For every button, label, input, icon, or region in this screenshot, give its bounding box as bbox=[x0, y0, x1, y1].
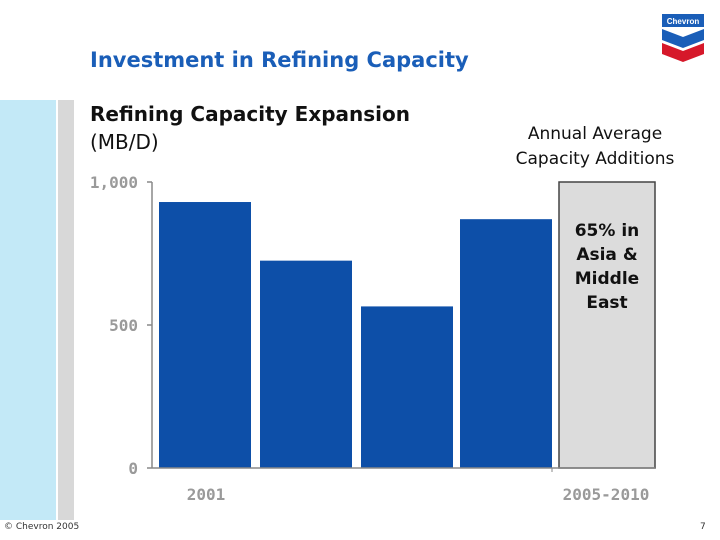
highlight-text-line-2: Asia & bbox=[576, 245, 637, 265]
x-label-2001: 2001 bbox=[187, 485, 226, 504]
annual-heading-line1: Annual Average bbox=[527, 124, 663, 144]
y-tick-label-0: 0 bbox=[128, 459, 138, 478]
highlight-text-line-4: East bbox=[586, 293, 627, 313]
x-label-2005-2010: 2005-2010 bbox=[563, 485, 650, 504]
chart-heading-text: Refining Capacity Expansion bbox=[90, 102, 411, 126]
annual-heading: Annual Average Capacity Additions bbox=[490, 122, 700, 172]
copyright-text: © Chevron 2005 bbox=[4, 522, 80, 532]
page-number: 7 bbox=[700, 522, 706, 532]
annual-heading-line2: Capacity Additions bbox=[515, 149, 675, 169]
left-accent-stripe bbox=[0, 100, 56, 520]
annual-average-box bbox=[558, 181, 656, 469]
logo-text: Chevron bbox=[667, 17, 700, 26]
chart-heading: Refining Capacity Expansion (MB/D) bbox=[90, 100, 410, 156]
chart-unit: (MB/D) bbox=[90, 130, 159, 154]
highlight-text-line-1: 65% in bbox=[575, 221, 640, 241]
left-grey-stripe bbox=[58, 100, 74, 520]
slide-title: Investment in Refining Capacity bbox=[90, 48, 469, 72]
y-tick-label-1000: 1,000 bbox=[90, 173, 138, 192]
chevron-logo: Chevron bbox=[660, 14, 706, 68]
bar-1 bbox=[159, 202, 251, 468]
bar-4 bbox=[460, 219, 552, 468]
highlight-text-line-3: Middle bbox=[575, 269, 639, 289]
bar-2 bbox=[260, 260, 352, 468]
y-tick-label-500: 500 bbox=[109, 316, 138, 335]
bar-3 bbox=[361, 306, 453, 468]
